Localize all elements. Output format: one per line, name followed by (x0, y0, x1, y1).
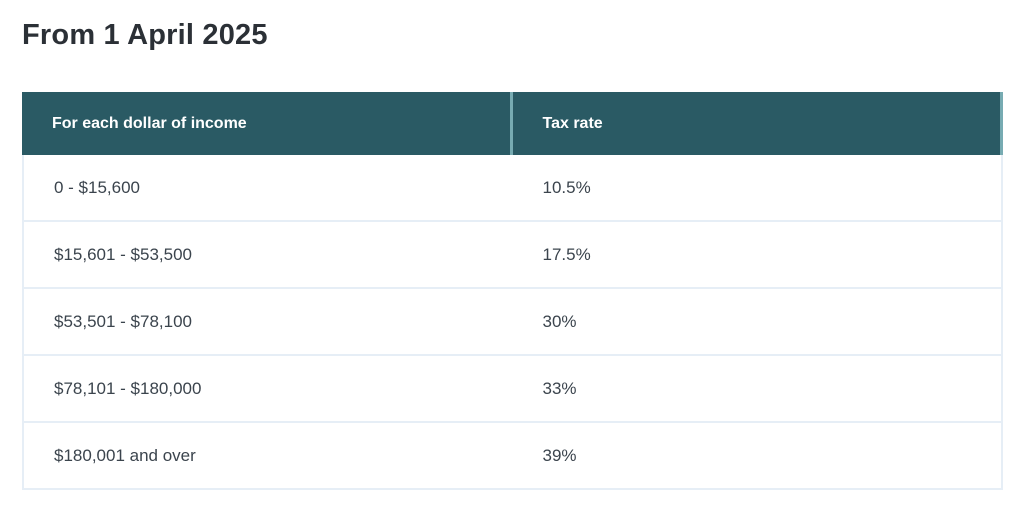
table-header-row: For each dollar of income Tax rate (22, 92, 1003, 155)
table-row: $78,101 - $180,000 33% (22, 356, 1003, 423)
tax-rate-cell: 30% (512, 289, 1003, 356)
column-header-income: For each dollar of income (22, 92, 513, 155)
income-range-cell: $15,601 - $53,500 (22, 222, 513, 289)
table-row: 0 - $15,600 10.5% (22, 155, 1003, 222)
income-range-cell: $180,001 and over (22, 423, 513, 490)
tax-rate-cell: 10.5% (512, 155, 1003, 222)
tax-rate-cell: 17.5% (512, 222, 1003, 289)
table-row: $53,501 - $78,100 30% (22, 289, 1003, 356)
tax-rates-table: For each dollar of income Tax rate 0 - $… (22, 92, 1003, 490)
income-range-cell: 0 - $15,600 (22, 155, 513, 222)
table-row: $15,601 - $53,500 17.5% (22, 222, 1003, 289)
table-row: $180,001 and over 39% (22, 423, 1003, 490)
table-body: 0 - $15,600 10.5% $15,601 - $53,500 17.5… (22, 155, 1003, 490)
income-range-cell: $78,101 - $180,000 (22, 356, 513, 423)
income-range-cell: $53,501 - $78,100 (22, 289, 513, 356)
column-header-rate: Tax rate (512, 92, 1003, 155)
page-title: From 1 April 2025 (22, 19, 268, 51)
tax-rate-cell: 33% (512, 356, 1003, 423)
tax-rate-cell: 39% (512, 423, 1003, 490)
table-header: For each dollar of income Tax rate (22, 92, 1003, 155)
